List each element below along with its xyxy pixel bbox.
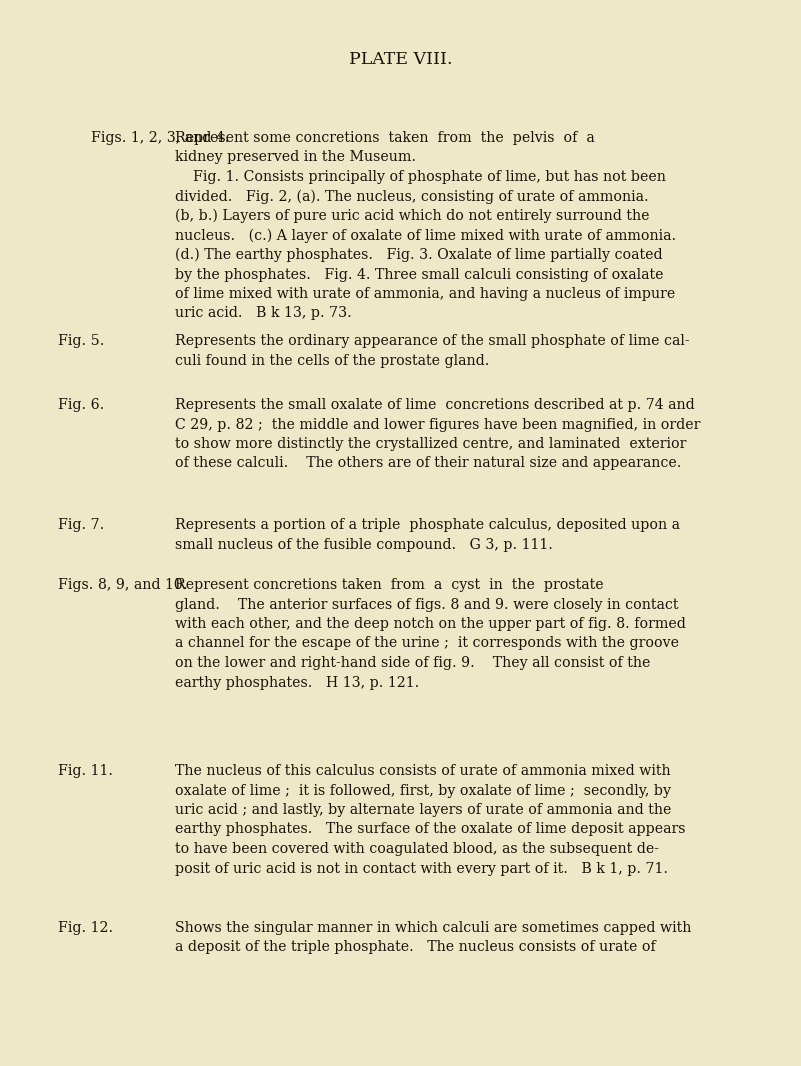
Text: with each other, and the deep notch on the upper part of fig. 8. formed: with each other, and the deep notch on t… (175, 617, 686, 631)
Text: Represent some concretions  taken  from  the  pelvis  of  a: Represent some concretions taken from th… (175, 131, 595, 145)
Text: by the phosphates.   Fig. 4. Three small calculi consisting of oxalate: by the phosphates. Fig. 4. Three small c… (175, 268, 663, 281)
Text: uric acid ; and lastly, by alternate layers of urate of ammonia and the: uric acid ; and lastly, by alternate lay… (175, 803, 671, 817)
Text: (b, b.) Layers of pure uric acid which do not entirely surround the: (b, b.) Layers of pure uric acid which d… (175, 209, 650, 224)
Text: Figs. 8, 9, and 10.: Figs. 8, 9, and 10. (58, 578, 187, 592)
Text: Fig. 12.: Fig. 12. (58, 921, 113, 935)
Text: The nucleus of this calculus consists of urate of ammonia mixed with: The nucleus of this calculus consists of… (175, 764, 670, 778)
Text: Fig. 6.: Fig. 6. (58, 398, 104, 411)
Text: Shows the singular manner in which calculi are sometimes capped with: Shows the singular manner in which calcu… (175, 921, 691, 935)
Text: a deposit of the triple phosphate.   The nucleus consists of urate of: a deposit of the triple phosphate. The n… (175, 940, 656, 954)
Text: Fig. 5.: Fig. 5. (58, 334, 104, 348)
Text: Represents the ordinary appearance of the small phosphate of lime cal-: Represents the ordinary appearance of th… (175, 334, 690, 348)
Text: Fig. 1. Consists principally of phosphate of lime, but has not been: Fig. 1. Consists principally of phosphat… (175, 169, 666, 184)
Text: (d.) The earthy phosphates.   Fig. 3. Oxalate of lime partially coated: (d.) The earthy phosphates. Fig. 3. Oxal… (175, 248, 662, 262)
Text: Represent concretions taken  from  a  cyst  in  the  prostate: Represent concretions taken from a cyst … (175, 578, 604, 592)
Text: divided.   Fig. 2, (a). The nucleus, consisting of urate of ammonia.: divided. Fig. 2, (a). The nucleus, consi… (175, 190, 649, 204)
Text: of lime mixed with urate of ammonia, and having a nucleus of impure: of lime mixed with urate of ammonia, and… (175, 287, 675, 301)
Text: Represents a portion of a triple  phosphate calculus, deposited upon a: Represents a portion of a triple phospha… (175, 518, 680, 532)
Text: posit of uric acid is not in contact with every part of it.   B k 1, p. 71.: posit of uric acid is not in contact wit… (175, 861, 668, 875)
Text: oxalate of lime ;  it is followed, first, by oxalate of lime ;  secondly, by: oxalate of lime ; it is followed, first,… (175, 784, 671, 797)
Text: of these calculi.    The others are of their natural size and appearance.: of these calculi. The others are of thei… (175, 456, 682, 470)
Text: on the lower and right-hand side of fig. 9.    They all consist of the: on the lower and right-hand side of fig.… (175, 656, 650, 671)
Text: nucleus.   (c.) A layer of oxalate of lime mixed with urate of ammonia.: nucleus. (c.) A layer of oxalate of lime… (175, 228, 676, 243)
Text: culi found in the cells of the prostate gland.: culi found in the cells of the prostate … (175, 354, 489, 368)
Text: PLATE VIII.: PLATE VIII. (348, 51, 453, 68)
Text: uric acid.   B k 13, p. 73.: uric acid. B k 13, p. 73. (175, 307, 352, 321)
Text: Represents the small oxalate of lime  concretions described at p. 74 and: Represents the small oxalate of lime con… (175, 398, 694, 411)
Text: Fig. 7.: Fig. 7. (58, 518, 104, 532)
Text: Fig. 11.: Fig. 11. (58, 764, 113, 778)
Text: earthy phosphates.   H 13, p. 121.: earthy phosphates. H 13, p. 121. (175, 676, 419, 690)
Text: to have been covered with coagulated blood, as the subsequent de-: to have been covered with coagulated blo… (175, 842, 659, 856)
Text: C 29, p. 82 ;  the middle and lower figures have been magnified, in order: C 29, p. 82 ; the middle and lower figur… (175, 418, 700, 432)
Text: kidney preserved in the Museum.: kidney preserved in the Museum. (175, 150, 416, 164)
Text: a channel for the escape of the urine ;  it corresponds with the groove: a channel for the escape of the urine ; … (175, 636, 679, 650)
Text: small nucleus of the fusible compound.   G 3, p. 111.: small nucleus of the fusible compound. G… (175, 537, 553, 551)
Text: to show more distinctly the crystallized centre, and laminated  exterior: to show more distinctly the crystallized… (175, 437, 686, 451)
Text: Figs. 1, 2, 3, and 4.: Figs. 1, 2, 3, and 4. (91, 131, 229, 145)
Text: gland.    The anterior surfaces of figs. 8 and 9. were closely in contact: gland. The anterior surfaces of figs. 8 … (175, 598, 678, 612)
Text: earthy phosphates.   The surface of the oxalate of lime deposit appears: earthy phosphates. The surface of the ox… (175, 823, 686, 837)
